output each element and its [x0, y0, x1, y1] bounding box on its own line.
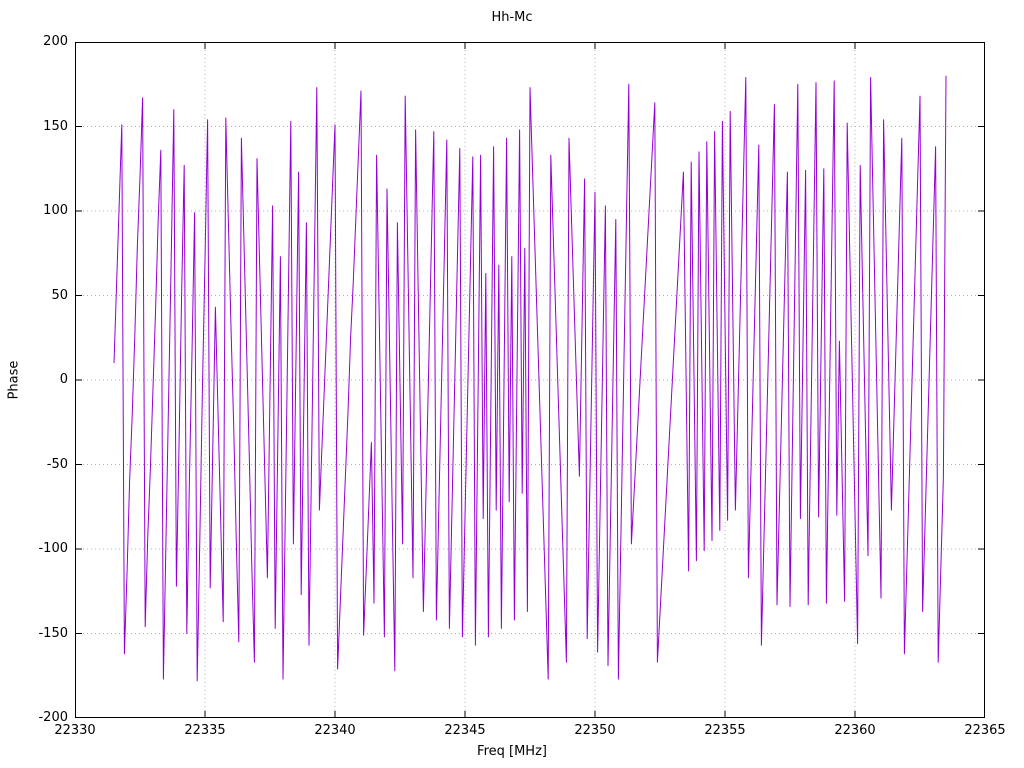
y-tick-label: 50	[51, 287, 68, 303]
y-axis-label: Phase	[6, 360, 22, 400]
y-tick-label: -200	[38, 710, 68, 725]
y-tick-label: 150	[43, 118, 68, 134]
y-tick-label: 200	[43, 34, 68, 49]
x-tick-label: 22355	[704, 723, 746, 738]
x-tick-label: 22330	[54, 723, 96, 738]
y-tick-label: 100	[43, 203, 68, 218]
chart-title: Hh-Mc	[491, 10, 533, 25]
x-axis-label: Freq [MHz]	[477, 744, 547, 759]
y-tick-label: -150	[38, 625, 68, 641]
plot-area	[75, 42, 985, 718]
y-tick-label: -50	[46, 456, 68, 472]
x-tick-label: 22365	[964, 723, 1006, 738]
phase-series-line	[113, 75, 947, 682]
plot-border	[75, 42, 985, 718]
y-tick-label: 0	[59, 372, 68, 387]
plot-canvas	[75, 42, 985, 718]
x-tick-label: 22360	[834, 723, 876, 738]
x-tick-label: 22335	[184, 723, 226, 738]
x-tick-label: 22350	[574, 723, 616, 738]
x-tick-label: 22340	[314, 723, 356, 738]
x-tick-label: 22345	[444, 723, 486, 738]
y-tick-label: -100	[38, 541, 68, 556]
